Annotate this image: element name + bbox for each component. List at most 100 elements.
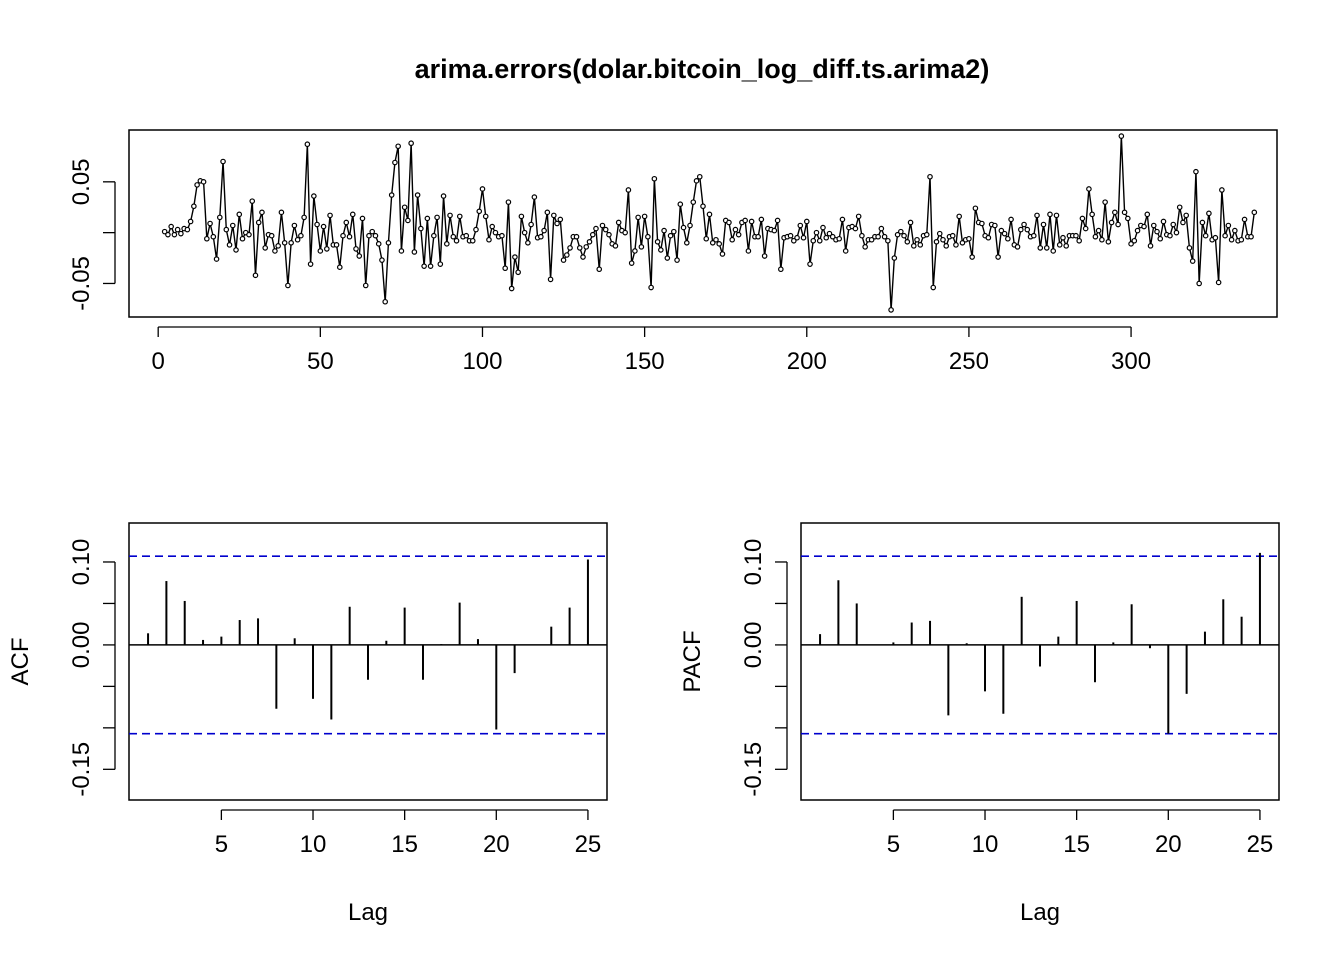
- data-point: [191, 203, 197, 210]
- data-point: [223, 226, 230, 233]
- data-point: [901, 232, 907, 239]
- data-point: [304, 141, 311, 148]
- data-point: [956, 213, 962, 220]
- acf-panel: 5 10 15 20 25 -0.15 0.00 0.10 Lag ACF: [7, 522, 608, 926]
- data-point: [1167, 232, 1173, 239]
- x-tick-label: 100: [462, 348, 502, 375]
- data-point: [596, 266, 603, 273]
- data-point: [680, 224, 687, 231]
- data-point: [1118, 133, 1125, 139]
- data-point: [1099, 236, 1105, 243]
- data-point: [829, 233, 836, 240]
- data-point: [836, 235, 843, 242]
- data-point: [593, 225, 599, 232]
- data-point: [551, 212, 557, 219]
- x-tick-label: 15: [1063, 831, 1090, 858]
- data-point: [246, 231, 252, 238]
- data-point: [1105, 238, 1112, 245]
- data-point: [1144, 211, 1151, 218]
- data-point: [888, 307, 894, 313]
- data-point: [807, 261, 813, 267]
- data-point: [372, 232, 379, 239]
- data-point: [1241, 216, 1248, 223]
- data-point: [696, 173, 703, 180]
- data-point: [602, 226, 609, 233]
- data-point: [353, 246, 359, 252]
- data-point: [1095, 227, 1102, 234]
- data-point: [434, 214, 440, 221]
- data-point: [1102, 199, 1108, 205]
- data-point: [476, 208, 483, 215]
- data-point: [803, 218, 810, 225]
- data-point: [359, 215, 366, 222]
- data-point: [482, 213, 489, 220]
- data-point: [1037, 245, 1044, 251]
- y-axis-label: ACF: [7, 638, 34, 686]
- data-point: [1193, 168, 1199, 175]
- data-point: [249, 198, 256, 204]
- data-point: [628, 260, 635, 266]
- data-point: [388, 192, 395, 198]
- data-point: [401, 204, 408, 211]
- data-point: [716, 241, 723, 247]
- data-point: [891, 255, 898, 261]
- data-point: [168, 223, 174, 230]
- data-point: [700, 203, 706, 210]
- data-point: [424, 215, 431, 222]
- data-point: [645, 233, 651, 240]
- pacf-panel: 5 10 15 20 25 -0.15 0.00 0.10 Lag PACF: [679, 522, 1280, 926]
- data-point: [1176, 204, 1183, 211]
- data-point: [742, 217, 748, 224]
- data-point: [606, 231, 612, 238]
- data-point: [369, 228, 376, 235]
- data-point: [790, 237, 797, 244]
- data-point: [580, 254, 586, 260]
- data-point: [1063, 243, 1070, 249]
- data-point: [385, 240, 392, 246]
- data-point: [440, 193, 447, 199]
- data-point: [233, 247, 239, 253]
- data-point: [324, 246, 330, 252]
- data-point: [421, 263, 427, 269]
- data-point: [1001, 230, 1008, 237]
- data-point: [502, 265, 508, 272]
- data-point: [259, 209, 265, 216]
- data-point: [862, 244, 868, 250]
- data-point: [816, 237, 823, 244]
- data-point: [651, 175, 658, 182]
- y-tick-label: 0.05: [68, 158, 95, 205]
- data-point: [998, 227, 1005, 234]
- data-point: [1053, 212, 1060, 219]
- data-point: [1092, 233, 1099, 240]
- data-point: [392, 159, 398, 166]
- data-point: [923, 231, 930, 238]
- data-point: [314, 221, 320, 228]
- data-point: [268, 232, 275, 239]
- data-point: [165, 231, 171, 238]
- data-point: [632, 248, 638, 254]
- data-point: [311, 193, 317, 199]
- data-point: [1125, 215, 1131, 222]
- data-point: [492, 229, 499, 236]
- data-point: [648, 284, 654, 291]
- data-point: [414, 192, 421, 198]
- data-point: [298, 232, 304, 239]
- data-point: [693, 178, 700, 184]
- data-point: [528, 221, 534, 228]
- data-point: [1034, 212, 1040, 219]
- data-point: [1086, 186, 1092, 192]
- x-tick-label: 5: [215, 831, 228, 858]
- data-point: [726, 219, 732, 226]
- data-point: [213, 256, 220, 262]
- data-point: [505, 199, 512, 205]
- data-point: [541, 227, 547, 234]
- data-point: [940, 236, 946, 243]
- x-tick-label: 0: [152, 348, 165, 375]
- data-point: [317, 248, 324, 254]
- data-point: [654, 238, 661, 245]
- data-point: [1225, 222, 1232, 229]
- data-point: [1180, 219, 1186, 226]
- data-point: [525, 240, 531, 246]
- y-tick-label: 0.10: [740, 539, 767, 586]
